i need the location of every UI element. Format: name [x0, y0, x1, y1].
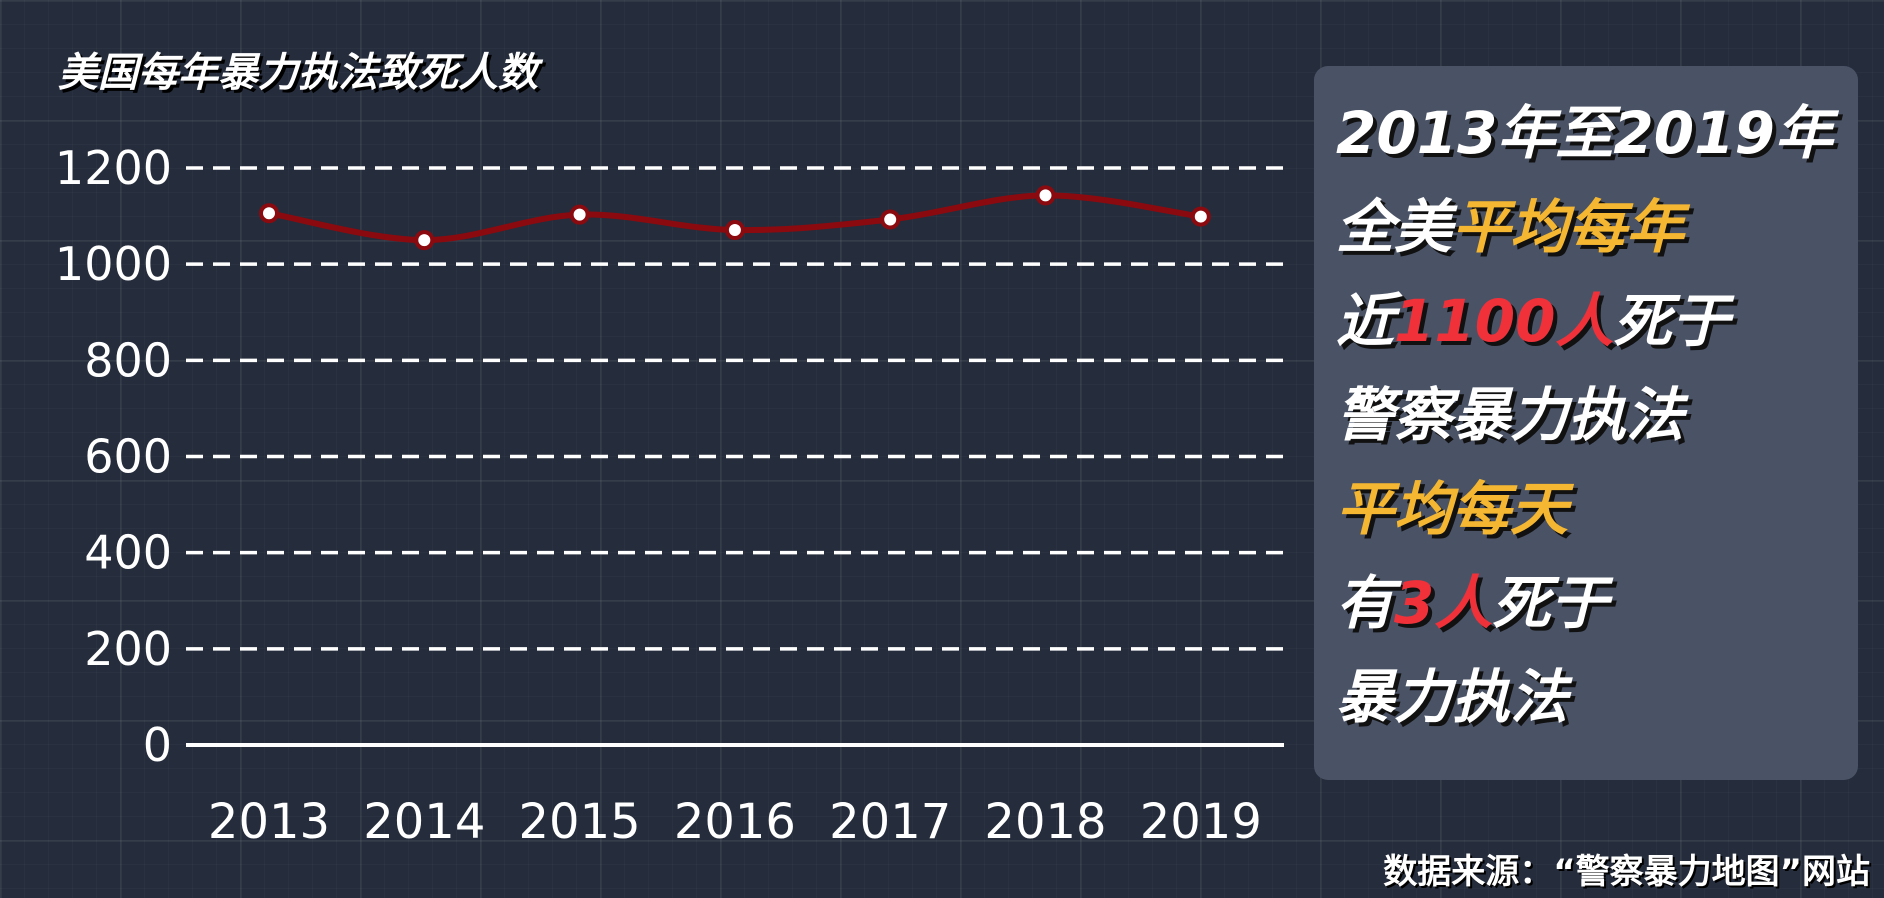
text: 警察暴力执法 — [1336, 381, 1685, 449]
text: 死于 — [1613, 287, 1730, 355]
x-tick-label: 2014 — [363, 794, 485, 850]
y-tick-label: 200 — [84, 622, 172, 676]
highlight-text: 平均每天 — [1336, 475, 1569, 543]
data-point — [880, 209, 901, 230]
y-tick-label: 800 — [84, 333, 172, 387]
text: 近 — [1336, 287, 1395, 355]
panel-line-7: 暴力执法 — [1336, 650, 1858, 744]
panel-line-2: 全美平均每年 — [1336, 180, 1858, 274]
highlight-number: 1100人 — [1394, 287, 1614, 355]
highlight-text: 平均每年 — [1452, 193, 1685, 261]
period-text: 2013年至2019年 — [1336, 99, 1833, 167]
x-tick-label: 2018 — [984, 794, 1106, 850]
x-tick-label: 2015 — [519, 794, 641, 850]
data-point — [414, 230, 435, 251]
highlight-number: 3人 — [1394, 569, 1493, 637]
x-tick-label: 2019 — [1140, 794, 1262, 850]
x-tick-label: 2013 — [208, 794, 330, 850]
panel-line-6: 有3人死于 — [1336, 556, 1858, 650]
data-point — [1035, 185, 1056, 206]
text: 死于 — [1492, 569, 1609, 637]
data-source: 数据来源：“警察暴力地图”网站 — [1383, 852, 1870, 892]
data-point — [569, 204, 590, 225]
x-tick-label: 2017 — [829, 794, 951, 850]
y-tick-label: 400 — [84, 526, 172, 580]
summary-panel: 2013年至2019年 全美平均每年 近1100人死于 警察暴力执法 平均每天 … — [1314, 66, 1858, 780]
panel-line-5: 平均每天 — [1336, 462, 1858, 556]
y-tick-label: 0 — [143, 718, 172, 772]
panel-line-4: 警察暴力执法 — [1336, 368, 1858, 462]
text: 全美 — [1336, 193, 1453, 261]
chart-title: 美国每年暴力执法致死人数 — [58, 50, 538, 96]
panel-line-1: 2013年至2019年 — [1336, 86, 1858, 180]
text: 暴力执法 — [1336, 663, 1569, 731]
data-point — [724, 220, 745, 241]
data-point — [259, 203, 279, 224]
y-tick-label: 1200 — [55, 141, 172, 195]
text: 有 — [1336, 569, 1395, 637]
data-point — [1190, 206, 1211, 227]
panel-line-3: 近1100人死于 — [1336, 274, 1858, 368]
y-tick-label: 600 — [84, 430, 172, 484]
x-tick-label: 2016 — [674, 794, 796, 850]
y-tick-label: 1000 — [55, 237, 172, 291]
